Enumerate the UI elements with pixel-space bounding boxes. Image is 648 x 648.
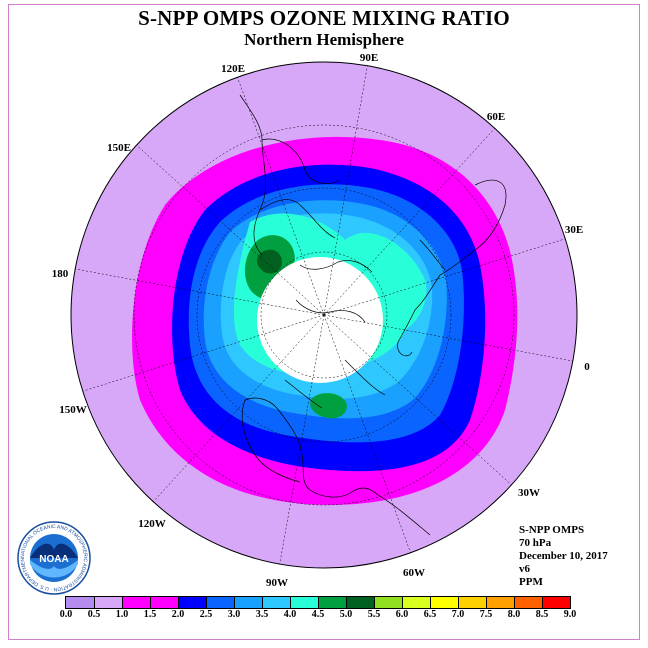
lon-label-120w: 120W bbox=[138, 518, 166, 530]
info-level: 70 hPa bbox=[519, 537, 552, 549]
colorbar-tick-label: 3.0 bbox=[227, 609, 241, 620]
colorbar-tick-label: 2.0 bbox=[171, 609, 185, 620]
colorbar-cell bbox=[206, 597, 234, 608]
colorbar-ticks: 0.0 0.5 1.0 1.5 2.0 2.5 3.0 3.5 4.0 4.5 5.0 5.5 6.0 6… bbox=[0, 609, 648, 623]
lon-label-30e: 30E bbox=[565, 224, 583, 236]
info-date: December 10, 2017 bbox=[519, 550, 608, 562]
colorbar-tick-label: 3.5 bbox=[255, 609, 269, 620]
colorbar-cell bbox=[430, 597, 458, 608]
colorbar-cell bbox=[374, 597, 402, 608]
colorbar-cell bbox=[318, 597, 346, 608]
colorbar-tick-label: 0.5 bbox=[87, 609, 101, 620]
colorbar-tick-label: 8.0 bbox=[507, 609, 521, 620]
colorbar-cell bbox=[262, 597, 290, 608]
colorbar-tick-label: 7.5 bbox=[479, 609, 493, 620]
longitude-labels: 90E 60E 30E 0 30W 60W 90W 120W 150W 180 … bbox=[52, 52, 591, 589]
colorbar-tick-label: 9.0 bbox=[563, 609, 577, 620]
info-version: v6 bbox=[519, 563, 530, 575]
noaa-logo: NATIONAL OCEANIC AND ATMOSPHERIC ADMINIS… bbox=[16, 520, 91, 595]
colorbar-tick-label: 1.5 bbox=[143, 609, 157, 620]
colorbar bbox=[65, 596, 571, 609]
colorbar-cell bbox=[290, 597, 318, 608]
field-core-4.0-4.5-south bbox=[310, 393, 347, 419]
colorbar-tick-label: 6.5 bbox=[423, 609, 437, 620]
lon-label-120e: 120E bbox=[221, 63, 245, 75]
graticule bbox=[71, 62, 577, 568]
colorbar-tick-label: 7.0 bbox=[451, 609, 465, 620]
colorbar-tick-label: 4.0 bbox=[283, 609, 297, 620]
polar-night-no-data bbox=[257, 257, 383, 383]
info-units: PPM bbox=[519, 576, 543, 588]
colorbar-tick-label: 5.5 bbox=[367, 609, 381, 620]
map-subtitle: Northern Hemisphere bbox=[244, 30, 404, 49]
lon-label-90w: 90W bbox=[266, 577, 288, 589]
colorbar-cell bbox=[66, 597, 94, 608]
lon-label-150w: 150W bbox=[59, 404, 87, 416]
colorbar-cell bbox=[178, 597, 206, 608]
colorbar-cell bbox=[458, 597, 486, 608]
colorbar-tick-label: 8.5 bbox=[535, 609, 549, 620]
colorbar-cell bbox=[346, 597, 374, 608]
lon-label-0: 0 bbox=[584, 361, 590, 373]
lon-label-60e: 60E bbox=[487, 111, 505, 123]
ozone-field bbox=[71, 62, 577, 568]
lon-label-150e: 150E bbox=[107, 142, 131, 154]
colorbar-cell bbox=[234, 597, 262, 608]
colorbar-tick-label: 0.0 bbox=[59, 609, 73, 620]
colorbar-tick-label: 4.5 bbox=[311, 609, 325, 620]
lon-label-30w: 30W bbox=[518, 487, 540, 499]
colorbar-cell bbox=[514, 597, 542, 608]
product-info: S-NPP OMPS 70 hPa December 10, 2017 v6 P… bbox=[519, 524, 608, 589]
colorbar-cell bbox=[150, 597, 178, 608]
colorbar-tick-label: 2.5 bbox=[199, 609, 213, 620]
colorbar-tick-label: 6.0 bbox=[395, 609, 409, 620]
noaa-logo-text: NOAA bbox=[39, 554, 68, 565]
lon-label-60w: 60W bbox=[403, 567, 425, 579]
colorbar-tick-label: 5.0 bbox=[339, 609, 353, 620]
colorbar-cell bbox=[542, 597, 570, 608]
map-boundary bbox=[70, 61, 578, 569]
info-instrument: S-NPP OMPS bbox=[519, 524, 585, 536]
colorbar-cell bbox=[122, 597, 150, 608]
colorbar-cell bbox=[94, 597, 122, 608]
colorbar-tick-label: 1.0 bbox=[115, 609, 129, 620]
coastlines bbox=[239, 94, 507, 536]
colorbar-cell bbox=[486, 597, 514, 608]
map-title: S-NPP OMPS OZONE MIXING RATIO bbox=[138, 6, 510, 30]
colorbar-cell bbox=[402, 597, 430, 608]
lon-label-180: 180 bbox=[52, 268, 69, 280]
lon-label-90e: 90E bbox=[360, 52, 378, 64]
field-core-4.5-5.0 bbox=[256, 249, 282, 274]
